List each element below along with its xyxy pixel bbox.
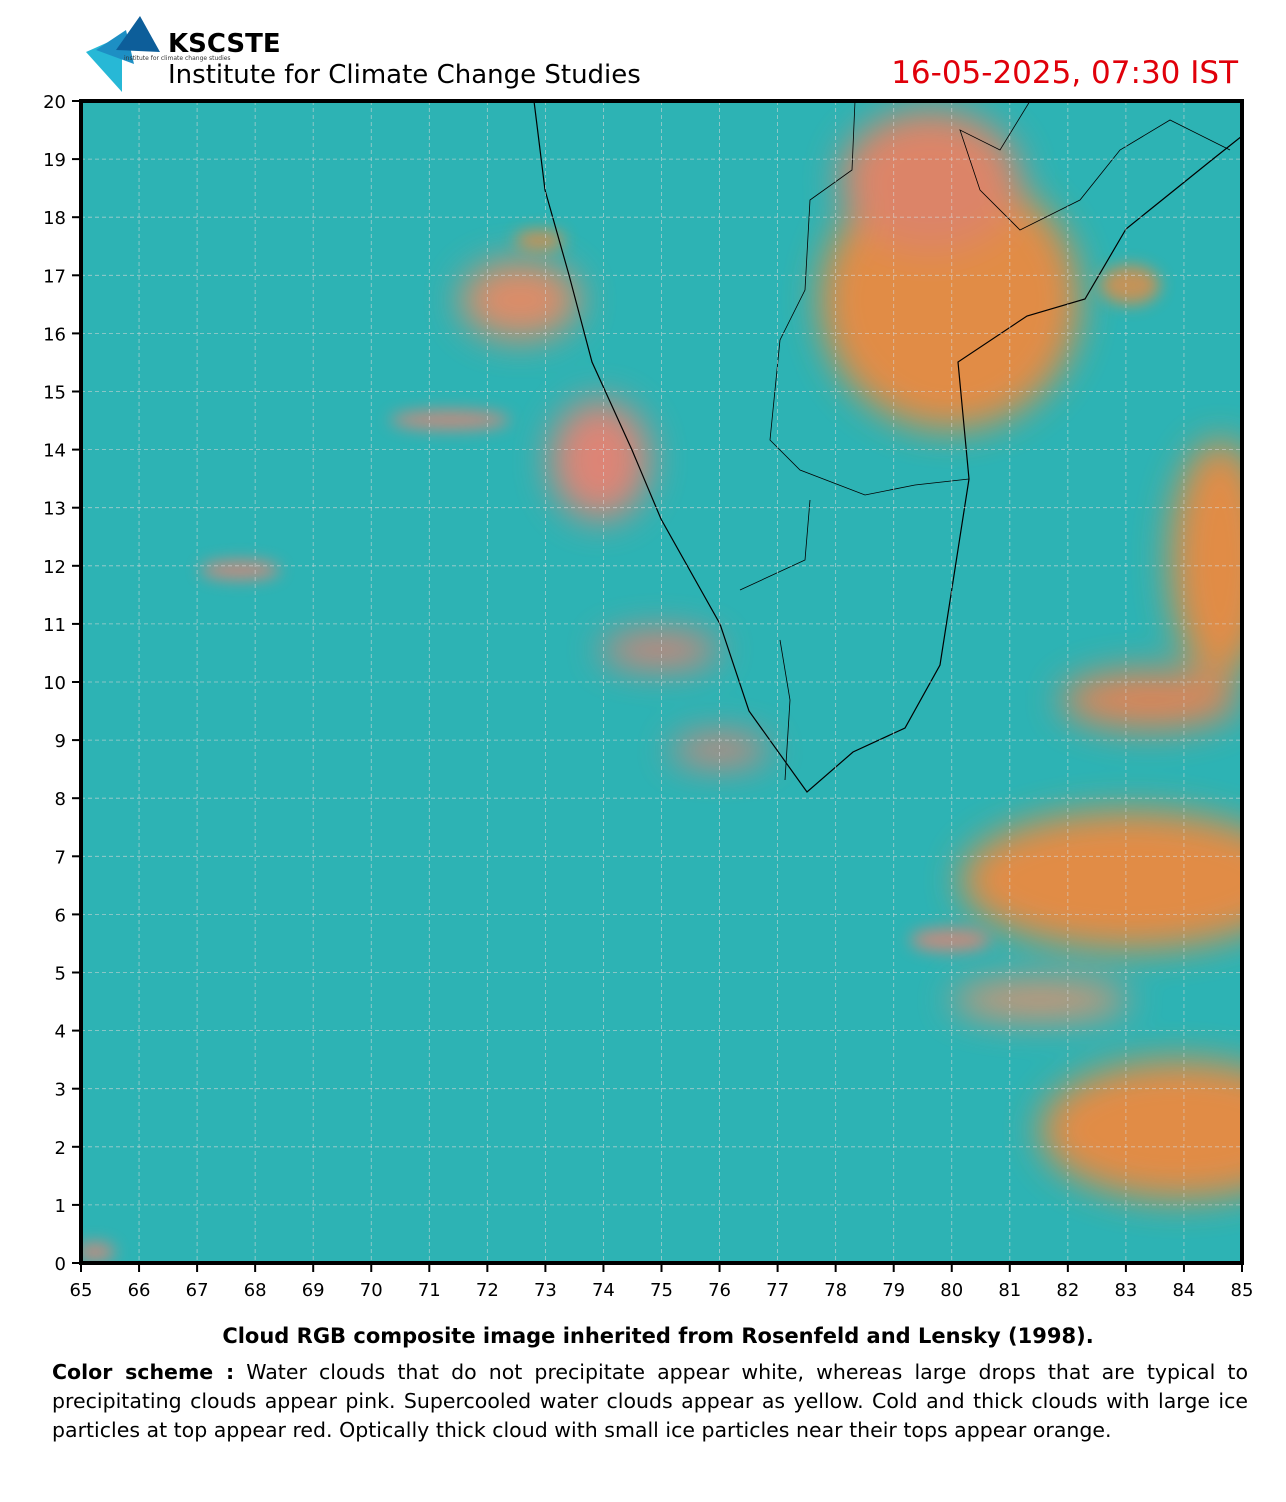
y-tick-label: 7 <box>55 847 66 868</box>
scheme-label: Color scheme : <box>52 1360 235 1384</box>
x-tick-label: 73 <box>534 1280 557 1301</box>
y-tick-label: 14 <box>43 441 66 462</box>
y-tick-label: 18 <box>43 208 66 229</box>
x-tick-label: 70 <box>360 1280 383 1301</box>
y-tick-label: 3 <box>55 1080 66 1101</box>
y-tick-label: 8 <box>55 789 66 810</box>
x-tick-label: 79 <box>882 1280 905 1301</box>
x-tick-label: 71 <box>418 1280 441 1301</box>
y-tick-label: 12 <box>43 557 66 578</box>
x-tick-label: 66 <box>128 1280 151 1301</box>
y-tick-label: 19 <box>43 150 66 171</box>
y-tick-label: 13 <box>43 499 66 520</box>
x-tick-label: 67 <box>186 1280 209 1301</box>
x-tick-label: 81 <box>998 1280 1021 1301</box>
institute-name: Institute for Climate Change Studies <box>168 60 641 90</box>
x-tick-label: 68 <box>244 1280 267 1301</box>
coastline <box>533 101 1242 793</box>
y-tick-label: 4 <box>55 1022 66 1043</box>
org-name: KSCSTE <box>168 29 281 59</box>
axes: 65 66 67 68 69 70 71 72 73 74 75 76 77 78 79 80 81 82 83 84… <box>43 92 1253 1301</box>
state-borders <box>739 101 1231 781</box>
x-tick-label: 72 <box>476 1280 499 1301</box>
y-tick-label: 10 <box>43 673 66 694</box>
caption-title: Cloud RGB composite image inherited from… <box>222 1324 1094 1348</box>
y-tick-label: 20 <box>43 92 66 113</box>
x-tick-label: 74 <box>592 1280 615 1301</box>
y-tick-label: 6 <box>55 905 66 926</box>
x-tick-label: 84 <box>1172 1280 1195 1301</box>
logo: institute for climate change studies <box>86 16 231 92</box>
caption-text: Color scheme : Water clouds that do not … <box>52 1358 1248 1445</box>
y-tick-label: 0 <box>55 1254 66 1275</box>
x-tick-label: 77 <box>766 1280 789 1301</box>
x-tick-label: 75 <box>650 1280 673 1301</box>
logo-text: institute for climate change studies <box>124 55 231 62</box>
x-tick-label: 76 <box>708 1280 731 1301</box>
y-tick-label: 17 <box>43 266 66 287</box>
figure: institute for climate change studies KSC… <box>43 16 1253 1301</box>
x-tick-label: 80 <box>940 1280 963 1301</box>
x-tick-label: 78 <box>824 1280 847 1301</box>
y-tick-label: 16 <box>43 324 66 345</box>
y-tick-label: 15 <box>43 383 66 404</box>
y-tick-label: 2 <box>55 1138 66 1159</box>
x-tick-label: 65 <box>70 1280 93 1301</box>
timestamp: 16-05-2025, 07:30 IST <box>891 55 1239 91</box>
y-tick-label: 11 <box>43 615 66 636</box>
y-tick-label: 5 <box>55 964 66 985</box>
y-tick-label: 9 <box>55 731 66 752</box>
x-tick-label: 83 <box>1114 1280 1137 1301</box>
x-tick-label: 69 <box>302 1280 325 1301</box>
y-tick-label: 1 <box>55 1196 66 1217</box>
scheme-text: Water clouds that do not precipitate app… <box>52 1360 1248 1442</box>
x-tick-label: 82 <box>1056 1280 1079 1301</box>
x-tick-label: 85 <box>1231 1280 1254 1301</box>
